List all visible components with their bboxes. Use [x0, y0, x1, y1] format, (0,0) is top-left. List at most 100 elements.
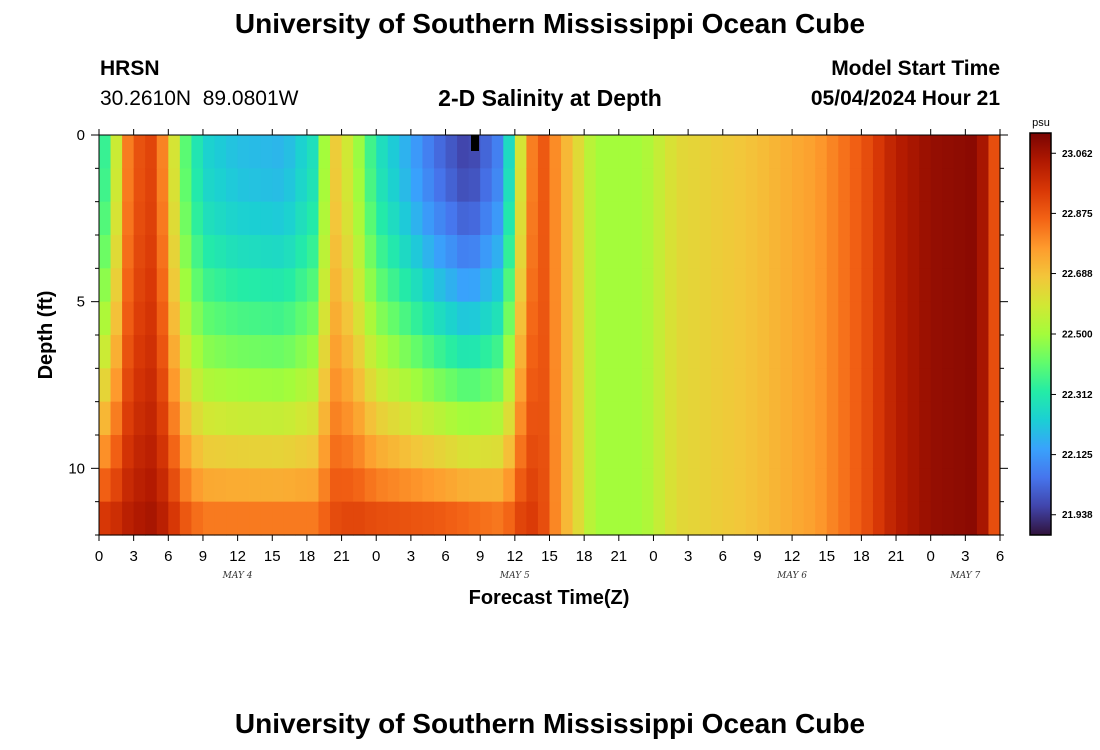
- heatmap-cell: [595, 301, 608, 336]
- heatmap-cell: [260, 135, 273, 169]
- heatmap-cell: [861, 335, 874, 369]
- heatmap-cell: [919, 435, 932, 469]
- heatmap-cell: [572, 235, 585, 269]
- heatmap-cell: [734, 401, 747, 436]
- heatmap-cell: [179, 168, 193, 203]
- heatmap-cell: [99, 335, 112, 369]
- heatmap-cell: [572, 168, 585, 203]
- heatmap-cell: [480, 135, 493, 169]
- heatmap-cell: [630, 235, 643, 269]
- heatmap-cell: [249, 301, 262, 336]
- heatmap-cell: [734, 468, 747, 503]
- heatmap-cell: [676, 168, 689, 203]
- heatmap-cell: [491, 435, 504, 469]
- heatmap-cell: [584, 368, 597, 403]
- heatmap-cell: [457, 301, 470, 336]
- heatmap-cell: [907, 435, 920, 469]
- heatmap-cell: [792, 235, 805, 269]
- heatmap-cell: [572, 201, 585, 236]
- heatmap-cell: [561, 435, 574, 469]
- heatmap-cell: [133, 368, 146, 403]
- model-start-value: 05/04/2024 Hour 21: [810, 87, 1000, 110]
- heatmap-cell: [99, 435, 112, 469]
- heatmap-cell: [907, 201, 920, 236]
- heatmap-cell: [214, 301, 227, 336]
- heatmap-cell: [179, 368, 193, 403]
- heatmap-cell: [942, 201, 955, 236]
- colorbar-ticks: 21.938 22.125 22.312 22.500 22.688 22.875 23.0…: [1051, 149, 1093, 521]
- heatmap-cell: [872, 368, 886, 403]
- heatmap-cell: [283, 235, 296, 269]
- heatmap-cell: [214, 368, 227, 403]
- heatmap-cell: [237, 368, 250, 403]
- heatmap-cell: [976, 401, 990, 436]
- heatmap-cell: [849, 235, 862, 269]
- colorbar-tick-label: 22.125: [1062, 450, 1093, 461]
- heatmap-cell: [584, 335, 597, 369]
- heatmap-cell: [399, 168, 412, 203]
- heatmap-cell: [168, 401, 181, 436]
- heatmap-cell: [953, 201, 966, 236]
- x-tick-label: 12: [507, 548, 524, 565]
- heatmap-cell: [688, 468, 701, 503]
- heatmap-cell: [122, 335, 135, 369]
- heatmap-cell: [653, 468, 666, 503]
- heatmap-cell: [295, 235, 308, 269]
- heatmap-cell: [861, 435, 874, 469]
- heatmap-cell: [480, 201, 493, 236]
- day-label: MAY 5: [499, 571, 530, 581]
- heatmap-cell: [410, 135, 424, 169]
- heatmap-cell: [884, 435, 897, 469]
- heatmap-cell: [514, 335, 527, 369]
- heatmap-cell: [665, 501, 678, 536]
- heatmap-cell: [641, 435, 655, 469]
- heatmap-cell: [295, 135, 308, 169]
- heatmap-cell: [607, 401, 620, 436]
- heatmap-cell: [145, 468, 158, 503]
- heatmap-cell: [641, 168, 655, 203]
- heatmap-cell: [537, 268, 551, 303]
- heatmap-cell: [745, 368, 759, 403]
- heatmap-cell: [399, 435, 412, 469]
- heatmap-cell: [896, 435, 909, 469]
- heatmap-cell: [942, 501, 955, 536]
- heatmap-cell: [526, 501, 539, 536]
- heatmap-cell: [745, 468, 759, 503]
- x-tick-label: 18: [576, 548, 593, 565]
- x-tick-label: 0: [372, 548, 380, 565]
- heatmap-cell: [156, 135, 169, 169]
- heatmap-cell: [457, 235, 470, 269]
- heatmap-cell: [618, 335, 631, 369]
- heatmap-cell: [306, 468, 320, 503]
- heatmap-cell: [353, 401, 366, 436]
- heatmap-cell: [318, 401, 331, 436]
- heatmap-cell: [214, 135, 227, 169]
- heatmap-cell: [711, 201, 724, 236]
- heatmap-cell: [884, 268, 897, 303]
- heatmap-cell: [422, 301, 435, 336]
- heatmap-cell: [145, 268, 158, 303]
- heatmap-cell: [283, 468, 296, 503]
- heatmap-cell: [260, 235, 273, 269]
- heatmap-cell: [457, 435, 470, 469]
- heatmap-cell: [179, 268, 193, 303]
- heatmap-cell: [480, 468, 493, 503]
- heatmap-cell: [399, 201, 412, 236]
- heatmap-cell: [306, 268, 320, 303]
- heatmap-cell: [676, 268, 689, 303]
- heatmap-cell: [768, 368, 782, 403]
- heatmap-cell: [122, 435, 135, 469]
- heatmap-cell: [122, 168, 135, 203]
- heatmap-cell: [202, 368, 216, 403]
- heatmap-cell: [803, 235, 816, 269]
- heatmap-cell: [226, 468, 239, 503]
- heatmap-cell: [595, 201, 608, 236]
- heatmap-cell: [872, 168, 886, 203]
- heatmap-cell: [503, 268, 516, 303]
- heatmap-cell: [930, 235, 943, 269]
- heatmap-cell: [503, 401, 516, 436]
- heatmap-cell: [491, 268, 504, 303]
- heatmap-cell: [722, 235, 735, 269]
- heatmap-cell: [734, 235, 747, 269]
- heatmap-cell: [272, 135, 285, 169]
